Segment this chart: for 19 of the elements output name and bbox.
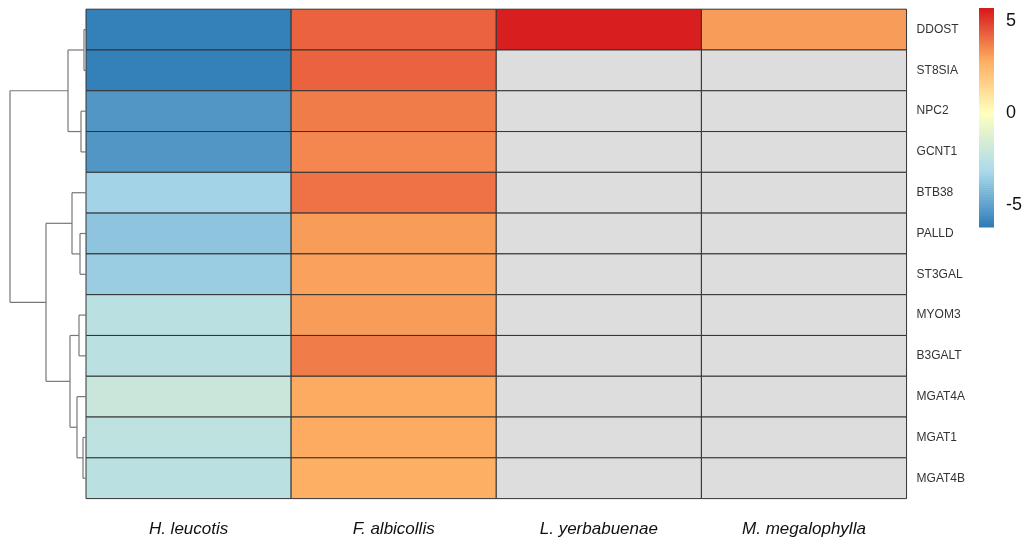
y-tick-label: ST3GAL [916,266,963,281]
color-bar-label: 5 [1006,9,1017,30]
y-tick-label: MGAT1 [916,429,958,444]
y-tick-label: MGAT4B [916,470,965,485]
y-tick-label: B3GALT [916,348,963,363]
y-tick-label: ST8SIA [916,62,958,77]
y-tick-label: MGAT4A [916,388,965,403]
y-tick-label: BTB38 [916,185,954,200]
y-tick-label: GCNT1 [916,144,958,159]
x-tick-label: H. leucotis [148,518,229,538]
color-bar-label: 0 [1006,101,1017,122]
x-tick-label: M. megalophylla [742,518,866,538]
y-tick-label: MYOM3 [916,307,961,322]
x-tick-label: L. yerbabuenae [539,518,658,538]
y-tick-label: DDOST [916,21,960,36]
y-tick-label: PALLD [916,225,955,240]
y-tick-label: NPC2 [916,103,949,118]
x-tick-label: F. albicollis [352,518,436,538]
color-bar-label: -5 [1006,193,1023,214]
